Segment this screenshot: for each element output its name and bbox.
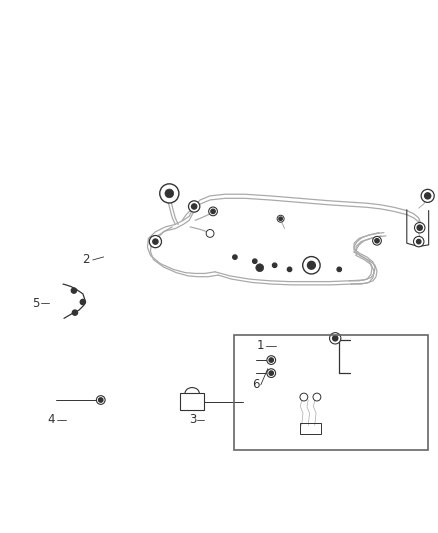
Circle shape bbox=[417, 225, 422, 230]
Circle shape bbox=[414, 222, 425, 233]
Circle shape bbox=[206, 230, 214, 237]
Circle shape bbox=[191, 204, 197, 209]
Circle shape bbox=[165, 189, 174, 198]
Text: 4: 4 bbox=[48, 413, 55, 426]
Circle shape bbox=[269, 358, 273, 362]
Circle shape bbox=[373, 237, 381, 245]
Bar bbox=[234, 335, 428, 450]
Circle shape bbox=[188, 201, 200, 212]
Circle shape bbox=[153, 239, 158, 244]
Text: 5: 5 bbox=[32, 297, 39, 310]
Circle shape bbox=[300, 393, 308, 401]
Circle shape bbox=[211, 209, 215, 214]
Text: 3: 3 bbox=[189, 413, 197, 426]
Circle shape bbox=[269, 371, 273, 375]
Text: 1: 1 bbox=[257, 339, 264, 352]
Circle shape bbox=[208, 207, 217, 216]
Circle shape bbox=[233, 255, 237, 259]
Circle shape bbox=[71, 288, 77, 293]
Circle shape bbox=[96, 395, 105, 405]
Circle shape bbox=[277, 215, 284, 222]
Circle shape bbox=[424, 193, 431, 199]
Circle shape bbox=[272, 263, 277, 268]
Circle shape bbox=[267, 369, 276, 377]
Circle shape bbox=[413, 236, 424, 247]
Circle shape bbox=[303, 256, 320, 274]
Bar bbox=[180, 393, 204, 410]
Circle shape bbox=[337, 267, 341, 271]
Circle shape bbox=[307, 261, 315, 269]
Circle shape bbox=[421, 189, 434, 203]
Text: 6: 6 bbox=[252, 378, 260, 391]
Circle shape bbox=[329, 333, 341, 344]
Circle shape bbox=[267, 356, 276, 365]
Circle shape bbox=[253, 259, 257, 263]
Circle shape bbox=[256, 264, 264, 272]
Circle shape bbox=[160, 184, 179, 203]
Circle shape bbox=[332, 336, 338, 341]
Circle shape bbox=[80, 300, 85, 305]
Circle shape bbox=[417, 239, 421, 244]
Circle shape bbox=[375, 239, 379, 243]
Circle shape bbox=[313, 393, 321, 401]
Circle shape bbox=[287, 267, 292, 271]
Text: 2: 2 bbox=[82, 254, 90, 266]
Circle shape bbox=[279, 217, 283, 221]
Circle shape bbox=[149, 236, 162, 248]
Circle shape bbox=[72, 310, 78, 315]
Circle shape bbox=[99, 398, 103, 402]
